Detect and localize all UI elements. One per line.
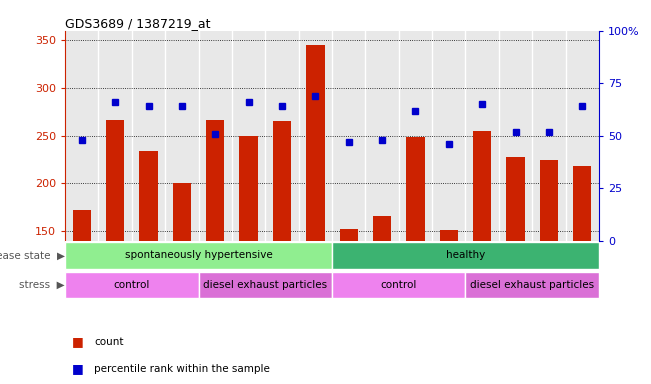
Bar bbox=[132, 31, 165, 241]
Text: control: control bbox=[114, 280, 150, 290]
Text: GDS3689 / 1387219_at: GDS3689 / 1387219_at bbox=[65, 17, 211, 30]
Bar bbox=[299, 31, 332, 241]
Bar bbox=[332, 31, 365, 241]
Text: percentile rank within the sample: percentile rank within the sample bbox=[94, 364, 270, 374]
Bar bbox=[332, 271, 465, 298]
Bar bbox=[139, 151, 158, 241]
Text: disease state  ▶: disease state ▶ bbox=[0, 250, 65, 260]
Bar bbox=[373, 216, 391, 241]
Bar bbox=[199, 31, 232, 241]
Bar bbox=[533, 31, 566, 241]
Bar bbox=[106, 121, 124, 241]
Bar bbox=[540, 160, 558, 241]
Text: count: count bbox=[94, 337, 124, 347]
Bar bbox=[432, 31, 465, 241]
Bar bbox=[98, 31, 132, 241]
Bar bbox=[65, 31, 98, 241]
Bar bbox=[232, 31, 266, 241]
Bar bbox=[306, 45, 324, 241]
Bar bbox=[439, 230, 458, 241]
Bar bbox=[65, 242, 332, 269]
Bar bbox=[473, 131, 492, 241]
Bar bbox=[365, 31, 398, 241]
Bar bbox=[266, 31, 299, 241]
Text: ■: ■ bbox=[72, 335, 83, 348]
Text: diesel exhaust particles: diesel exhaust particles bbox=[470, 280, 594, 290]
Bar bbox=[465, 271, 599, 298]
Bar bbox=[406, 137, 424, 241]
Bar bbox=[165, 31, 199, 241]
Text: stress  ▶: stress ▶ bbox=[20, 280, 65, 290]
Text: control: control bbox=[381, 280, 417, 290]
Bar bbox=[399, 31, 432, 241]
Bar bbox=[332, 242, 599, 269]
Text: diesel exhaust particles: diesel exhaust particles bbox=[203, 280, 327, 290]
Bar bbox=[573, 166, 591, 241]
Bar bbox=[340, 229, 358, 241]
Text: healthy: healthy bbox=[446, 250, 485, 260]
Bar bbox=[240, 136, 258, 241]
Bar bbox=[173, 184, 191, 241]
Bar bbox=[273, 121, 291, 241]
Bar bbox=[65, 271, 199, 298]
Bar bbox=[199, 271, 332, 298]
Text: ■: ■ bbox=[72, 362, 83, 375]
Text: spontaneously hypertensive: spontaneously hypertensive bbox=[125, 250, 272, 260]
Bar bbox=[499, 31, 533, 241]
Bar bbox=[206, 121, 225, 241]
Bar bbox=[73, 210, 91, 241]
Bar bbox=[506, 157, 525, 241]
Bar bbox=[465, 31, 499, 241]
Bar bbox=[566, 31, 599, 241]
